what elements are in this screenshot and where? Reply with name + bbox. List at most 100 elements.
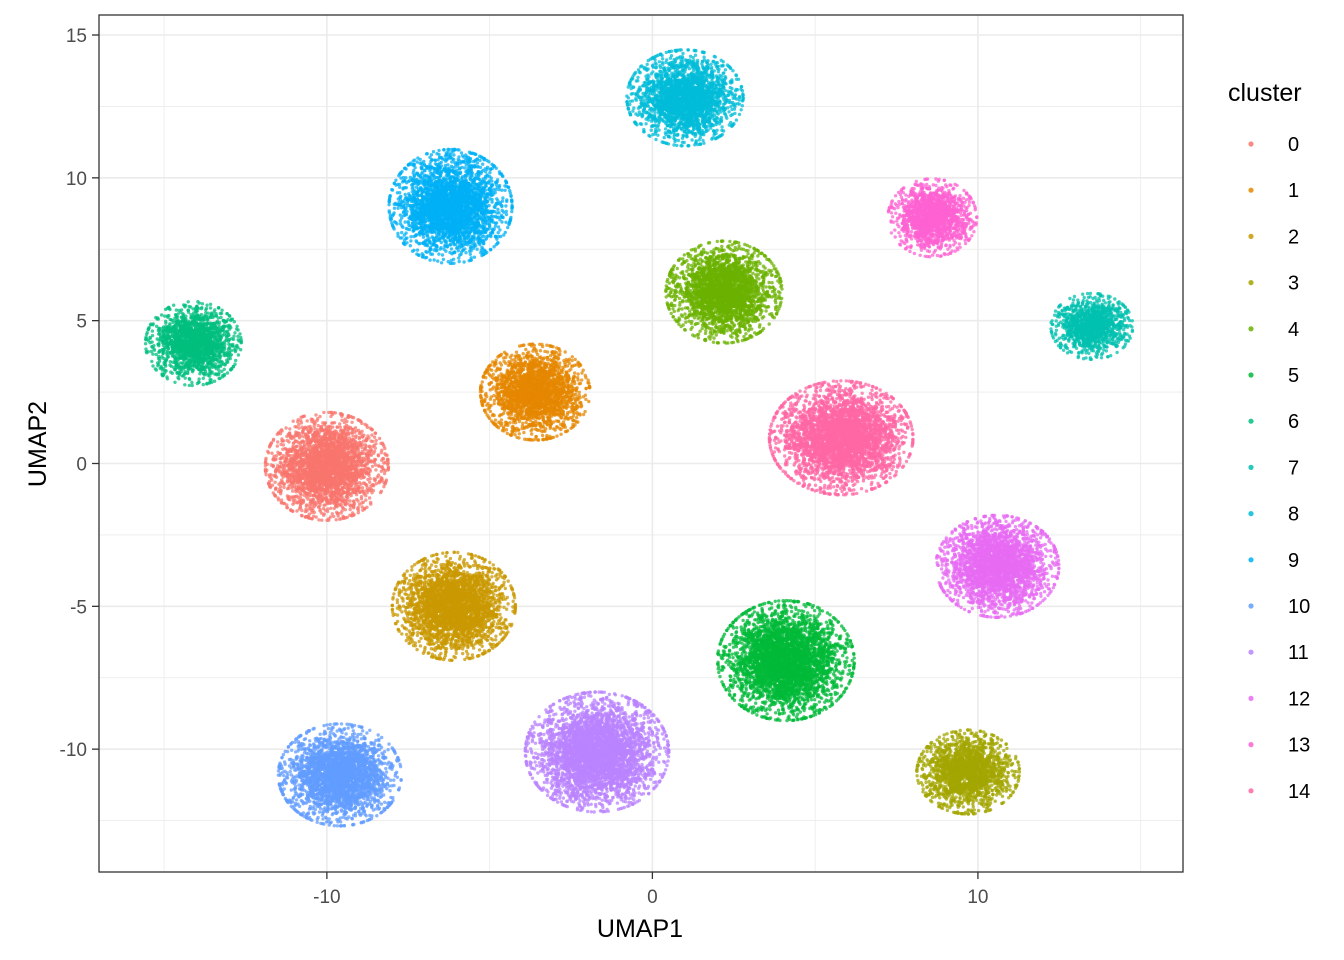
data-point (361, 475, 365, 480)
data-point (331, 461, 335, 466)
data-point (325, 486, 329, 490)
data-point (571, 376, 575, 380)
data-point (318, 482, 322, 486)
data-point (325, 454, 329, 459)
data-point (309, 471, 313, 475)
data-point (545, 343, 549, 347)
data-point (566, 404, 570, 409)
data-point (274, 486, 278, 490)
data-point (558, 361, 562, 365)
data-point (321, 469, 325, 474)
data-point (344, 498, 348, 503)
data-point (559, 432, 563, 436)
data-point (336, 472, 340, 476)
data-point (518, 370, 523, 375)
data-point (354, 481, 359, 485)
data-point (489, 403, 493, 408)
data-point (373, 431, 377, 435)
data-point (291, 434, 296, 438)
data-point (350, 475, 354, 479)
data-point (522, 430, 526, 435)
data-point (364, 494, 368, 498)
data-point (386, 465, 391, 469)
data-point (308, 483, 312, 487)
data-point (307, 474, 312, 479)
data-point (339, 511, 343, 515)
data-point (483, 370, 487, 375)
data-point (489, 380, 494, 385)
data-point (374, 438, 378, 443)
data-point (287, 449, 291, 454)
data-point (334, 518, 338, 522)
data-point (580, 378, 584, 382)
data-point (530, 427, 534, 431)
data-point (367, 459, 372, 464)
data-point (509, 433, 513, 437)
data-point (546, 407, 550, 412)
data-point (324, 428, 328, 432)
data-point (549, 344, 554, 348)
data-point (298, 504, 302, 509)
data-point (307, 430, 311, 434)
data-point (564, 357, 568, 362)
data-point (349, 483, 354, 487)
data-point (281, 475, 285, 479)
data-point (356, 484, 360, 489)
data-point (575, 410, 579, 415)
data-point (376, 454, 381, 458)
data-point (267, 473, 272, 477)
data-point (323, 443, 328, 447)
data-point (291, 489, 295, 493)
data-point (320, 428, 324, 432)
data-point (313, 490, 318, 495)
data-point (279, 442, 283, 447)
data-point (570, 355, 574, 359)
data-point (329, 486, 334, 491)
data-point (291, 498, 295, 503)
data-point (333, 433, 338, 437)
data-point (379, 441, 383, 446)
data-point (268, 485, 272, 489)
data-point (370, 433, 374, 437)
data-point (377, 436, 382, 441)
data-point (536, 438, 540, 442)
data-point (273, 494, 277, 498)
data-point (353, 454, 357, 458)
data-point (306, 486, 310, 491)
data-point (355, 507, 360, 511)
data-point (305, 437, 309, 441)
data-point (318, 503, 322, 507)
data-point (505, 375, 509, 379)
data-point (291, 419, 295, 423)
data-point (338, 422, 342, 426)
data-point (557, 404, 562, 409)
data-point (507, 410, 511, 415)
data-point (356, 511, 360, 515)
data-point (372, 459, 376, 463)
data-point (486, 401, 490, 406)
data-point (299, 491, 303, 496)
data-point (283, 469, 287, 474)
data-point (380, 477, 384, 481)
data-point (515, 435, 519, 440)
data-point (377, 481, 381, 485)
data-point (288, 427, 292, 431)
data-point (332, 472, 336, 476)
data-point (493, 418, 498, 422)
data-point (556, 419, 561, 423)
data-point (336, 492, 341, 496)
data-point (351, 434, 355, 438)
data-point (322, 438, 327, 442)
data-point (274, 475, 279, 479)
data-point (497, 420, 501, 424)
data-point (573, 371, 577, 375)
data-point (380, 448, 384, 452)
data-point (273, 480, 277, 484)
data-point (524, 420, 528, 425)
data-point (538, 428, 542, 432)
data-point (342, 485, 347, 490)
data-point (514, 364, 518, 368)
data-point (329, 446, 333, 450)
data-point (502, 350, 507, 354)
data-point (505, 431, 509, 436)
